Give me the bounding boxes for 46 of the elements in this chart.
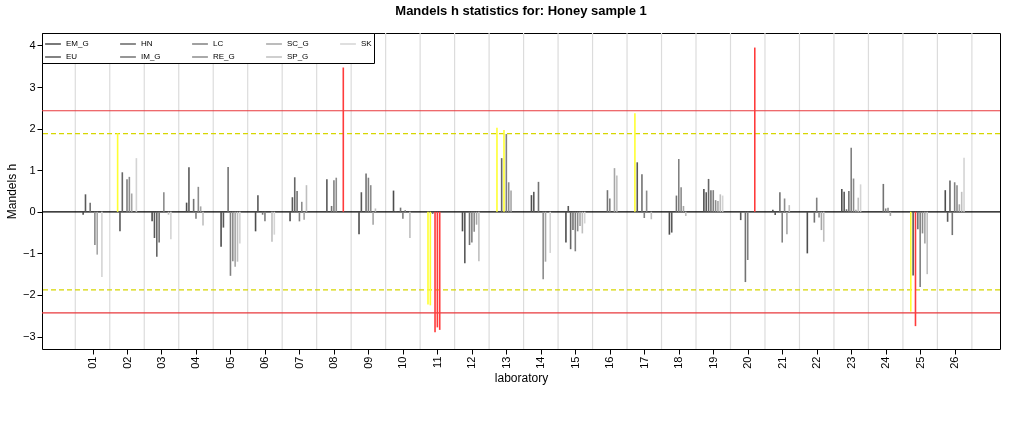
- legend-label: EU: [66, 52, 78, 61]
- x-tick-label: 08: [327, 356, 340, 369]
- x-tick-label: 22: [810, 356, 823, 369]
- legend-label: IM_G: [141, 52, 161, 61]
- x-tick-label: 02: [120, 356, 133, 369]
- x-tick-label: 21: [775, 356, 788, 369]
- x-tick-label: 16: [603, 356, 616, 369]
- x-tick-label: 13: [499, 356, 512, 369]
- legend-label: SP_G: [287, 52, 309, 61]
- x-axis-title: laboratory: [494, 370, 549, 385]
- y-tick-label: −2: [22, 288, 36, 301]
- x-tick-label: 20: [741, 356, 754, 369]
- x-tick-label: 11: [430, 356, 443, 368]
- x-tick-label: 14: [534, 356, 547, 369]
- x-tick-label: 05: [223, 356, 236, 369]
- x-tick-label: 01: [86, 356, 99, 369]
- x-tick-label: 24: [879, 356, 892, 369]
- chart-title: Mandels h statistics for: Honey sample 1: [395, 3, 647, 19]
- x-tick-label: 04: [189, 356, 202, 369]
- x-tick-label: 07: [292, 356, 305, 369]
- legend-label: LC: [213, 39, 224, 48]
- y-tick-label: −3: [22, 330, 36, 343]
- y-tick-label: 2: [29, 122, 36, 135]
- x-tick-label: 26: [948, 356, 961, 369]
- x-tick-label: 17: [637, 356, 650, 369]
- x-tick-label: 23: [844, 356, 857, 369]
- x-tick-label: 03: [154, 356, 167, 369]
- y-tick-label: 0: [29, 205, 36, 218]
- x-tick-label: 18: [672, 356, 685, 369]
- legend-label: RE_G: [213, 52, 235, 61]
- legend-label: HN: [141, 39, 153, 48]
- x-tick-label: 06: [258, 356, 271, 369]
- x-tick-label: 19: [706, 356, 719, 369]
- x-tick-label: 15: [568, 356, 581, 369]
- y-tick-label: 1: [29, 163, 36, 176]
- legend-label: EM_G: [66, 39, 89, 48]
- y-tick-label: −1: [22, 246, 36, 259]
- x-tick-label: 09: [361, 356, 374, 369]
- x-tick-label: 12: [465, 356, 478, 369]
- x-tick-label: 25: [913, 356, 926, 369]
- x-tick-label: 10: [396, 356, 409, 369]
- y-tick-label: 4: [29, 38, 36, 51]
- y-tick-label: 3: [29, 80, 36, 93]
- legend-label: SC_G: [287, 39, 309, 48]
- y-axis-title: Mandels h: [4, 163, 19, 220]
- legend-label: SK: [361, 39, 373, 48]
